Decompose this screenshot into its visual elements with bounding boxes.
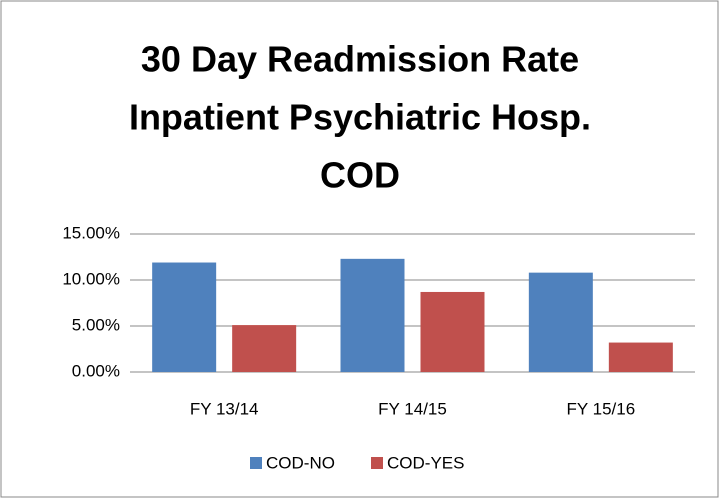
legend-swatch: [371, 457, 383, 469]
bar: [420, 291, 485, 372]
legend-label: COD-NO: [266, 453, 335, 472]
y-tick-label: 10.00%: [62, 269, 120, 288]
bar: [232, 325, 297, 372]
chart-title: 30 Day Readmission Rate: [141, 39, 579, 80]
y-tick-label: 15.00%: [62, 223, 120, 242]
legend-swatch: [250, 457, 262, 469]
bar: [340, 258, 405, 372]
bar: [528, 272, 593, 372]
legend-label: COD-YES: [387, 453, 464, 472]
bar: [608, 342, 673, 372]
chart-title: COD: [320, 155, 400, 196]
x-tick-label: FY 15/16: [566, 399, 635, 418]
chart-title: Inpatient Psychiatric Hosp.: [129, 97, 591, 138]
x-tick-label: FY 14/15: [378, 399, 447, 418]
x-tick-label: FY 13/14: [190, 399, 259, 418]
bar: [152, 262, 217, 372]
y-tick-label: 5.00%: [72, 315, 120, 334]
y-tick-label: 0.00%: [72, 361, 120, 380]
